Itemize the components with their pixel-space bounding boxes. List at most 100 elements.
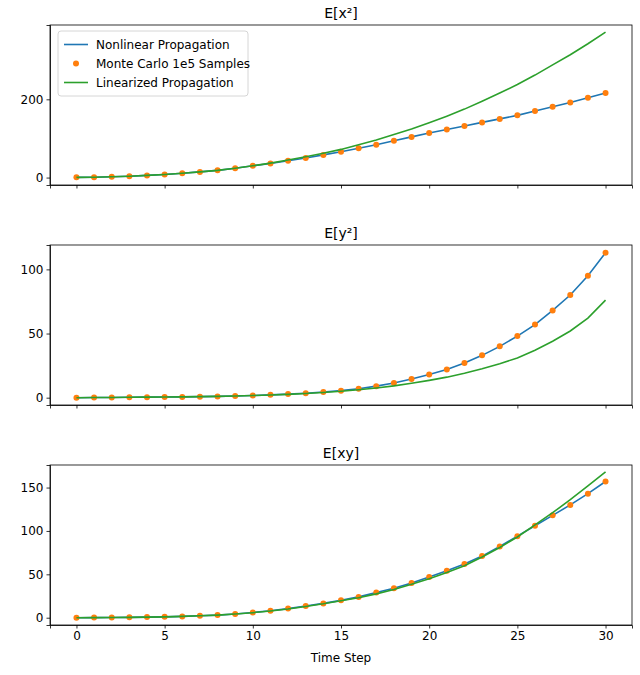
tick xyxy=(429,185,430,189)
figure: 0200E[x²]Nonlinear PropagationMonte Carl… xyxy=(0,0,640,675)
tick-mark xyxy=(341,625,342,629)
tick-mark xyxy=(165,625,166,629)
axis-line xyxy=(47,246,51,406)
axis-line xyxy=(51,186,633,189)
line xyxy=(76,93,605,177)
legend-marker xyxy=(64,44,88,46)
point xyxy=(514,112,520,118)
tick xyxy=(606,405,607,409)
point xyxy=(356,145,362,151)
tick: 50 xyxy=(28,327,50,341)
tick-mark xyxy=(76,625,77,629)
tick xyxy=(76,405,77,409)
tick-label: 0 xyxy=(73,629,81,643)
tick-mark xyxy=(429,625,430,629)
line xyxy=(76,481,605,617)
point xyxy=(409,376,415,382)
subplot: 0 5 10 15 20 25 30 0 50 100 150 E[xy] Time Step xyxy=(21,445,633,665)
tick-mark xyxy=(76,405,77,409)
title: E[xy] xyxy=(323,445,359,461)
point xyxy=(585,273,591,279)
tick: 50 xyxy=(28,568,50,582)
tick-label: 200 xyxy=(21,93,44,107)
tick-mark xyxy=(606,185,607,189)
plot-frame xyxy=(50,465,632,625)
tick xyxy=(253,185,254,189)
tick-mark xyxy=(47,269,51,270)
tick-mark xyxy=(341,405,342,409)
tick-label: 100 xyxy=(21,524,44,538)
legend-label: Monte Carlo 1e5 Samples xyxy=(96,57,250,71)
tick-mark xyxy=(606,405,607,409)
tick-label: 50 xyxy=(28,327,43,341)
point xyxy=(461,360,467,366)
y-axis: 0 200 xyxy=(21,26,51,186)
tick: 0 xyxy=(36,611,50,625)
tick: 10 xyxy=(246,625,261,643)
tick-label: 5 xyxy=(161,629,169,643)
tick xyxy=(606,185,607,189)
x-axis-title: Time Step xyxy=(310,651,372,665)
point xyxy=(585,95,591,101)
tick-label: 20 xyxy=(422,629,437,643)
point xyxy=(532,108,538,114)
title: E[y²] xyxy=(324,225,358,241)
tick-label: 25 xyxy=(510,629,525,643)
tick: 0 xyxy=(36,171,50,185)
tick xyxy=(341,405,342,409)
point xyxy=(444,366,450,372)
tick xyxy=(517,185,518,189)
tick-mark xyxy=(47,178,51,179)
point xyxy=(550,307,556,313)
tick-mark xyxy=(429,405,430,409)
point xyxy=(356,386,362,392)
axis-line xyxy=(47,26,51,186)
tick: 30 xyxy=(598,625,613,643)
point xyxy=(585,491,591,497)
tick xyxy=(253,405,254,409)
tick: 0 xyxy=(36,391,50,405)
tick-mark xyxy=(606,625,607,629)
tick-label: 30 xyxy=(598,629,613,643)
tick: 25 xyxy=(510,625,525,643)
point xyxy=(373,142,379,148)
tick-label: 0 xyxy=(36,391,44,405)
scatter-series xyxy=(73,90,608,180)
tick: 15 xyxy=(334,625,349,643)
line xyxy=(76,300,605,398)
tick xyxy=(76,185,77,189)
point xyxy=(497,116,503,122)
tick-mark xyxy=(517,405,518,409)
tick-label: 0 xyxy=(36,171,44,185)
tick xyxy=(165,405,166,409)
point xyxy=(532,322,538,328)
x-axis xyxy=(51,405,633,409)
tick-mark xyxy=(76,185,77,189)
tick-mark xyxy=(47,398,51,399)
tick xyxy=(341,185,342,189)
tick-label: 0 xyxy=(36,611,44,625)
tick: 20 xyxy=(422,625,437,643)
axis-line xyxy=(47,466,51,626)
tick-mark xyxy=(341,185,342,189)
tick-mark xyxy=(47,618,51,619)
tick-mark xyxy=(47,488,51,489)
point xyxy=(391,138,397,144)
point xyxy=(497,343,503,349)
point xyxy=(603,90,609,96)
point xyxy=(603,478,609,484)
scatter-series xyxy=(73,478,608,620)
tick-label: 10 xyxy=(246,629,261,643)
point xyxy=(461,123,467,129)
tick-mark xyxy=(517,625,518,629)
subplot: 0200E[x²]Nonlinear PropagationMonte Carl… xyxy=(21,5,633,189)
tick-label: 150 xyxy=(21,481,44,495)
tick xyxy=(429,405,430,409)
point xyxy=(479,352,485,358)
point xyxy=(550,104,556,110)
legend-marker xyxy=(64,82,88,84)
subplot: 050100E[y²] xyxy=(21,225,633,409)
tick-mark xyxy=(253,185,254,189)
tick: 150 xyxy=(21,481,50,495)
tick-label: 15 xyxy=(334,629,349,643)
